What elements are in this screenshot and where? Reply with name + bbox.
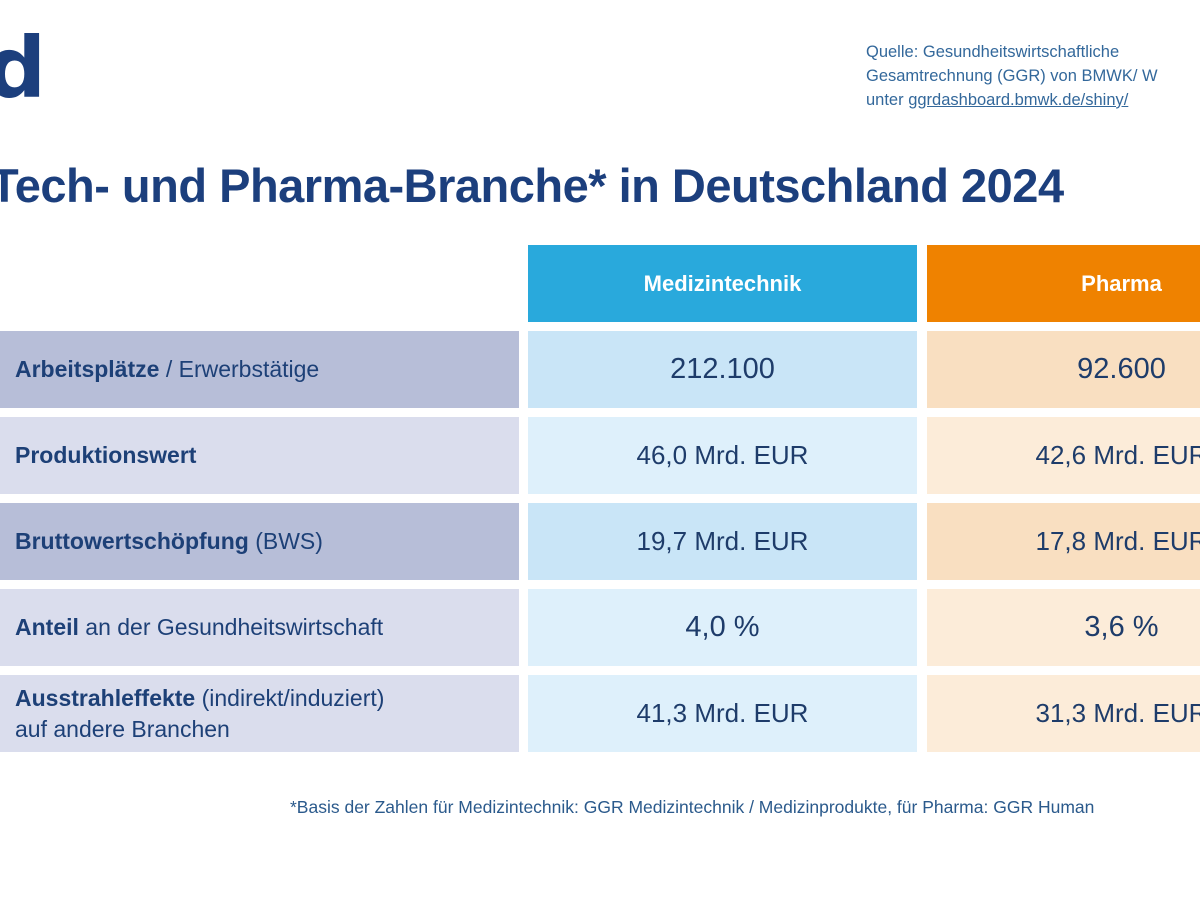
row-label-text-line2: auf andere Branchen xyxy=(15,715,230,742)
source-line-3: unter ggrdashboard.bmwk.de/shiny/ xyxy=(866,88,1200,112)
value-produktionswert-pharma: 42,6 Mrd. EUR xyxy=(927,417,1200,494)
row-label-text: Produktionswert xyxy=(15,442,197,468)
row-label-ausstrahleffekte: Ausstrahleffekte (indirekt/induziert) au… xyxy=(0,675,519,752)
column-header-medizintechnik-label: Medizintechnik xyxy=(643,270,802,296)
value-anteil-pharma: 3,6 % xyxy=(927,589,1200,666)
value-arbeitsplaetze-medizintechnik: 212.100 xyxy=(528,331,917,408)
row-label-text: Bruttowertschöpfung (BWS) xyxy=(15,528,323,554)
value-ausstrahleffekte-medizintechnik: 41,3 Mrd. EUR xyxy=(528,675,917,752)
row-label-bruttowertschoepfung: Bruttowertschöpfung (BWS) xyxy=(0,503,519,580)
source-dashboard-link[interactable]: ggrdashboard.bmwk.de/shiny/ xyxy=(908,91,1129,109)
value-produktionswert-medizintechnik: 46,0 Mrd. EUR xyxy=(528,417,917,494)
column-header-pharma-label: Pharma xyxy=(1081,270,1162,296)
row-label-text: Anteil an der Gesundheitswirtschaft xyxy=(15,614,384,640)
source-attribution: Quelle: Gesundheitswirtschaftliche Gesam… xyxy=(866,40,1200,112)
row-label-arbeitsplaetze: Arbeitsplätze / Erwerbstätige xyxy=(0,331,519,408)
column-header-medizintechnik: Medizintechnik xyxy=(528,245,917,322)
brand-logo-partial: d xyxy=(0,19,47,117)
source-line-1: Quelle: Gesundheitswirtschaftliche xyxy=(866,43,1120,61)
page-title: Tech- und Pharma-Branche* in Deutschland… xyxy=(0,159,1064,212)
source-link-prefix: unter xyxy=(866,91,909,109)
value-arbeitsplaetze-pharma: 92.600 xyxy=(927,331,1200,408)
value-anteil-medizintechnik: 4,0 % xyxy=(528,589,917,666)
value-bruttowertschoepfung-medizintechnik: 19,7 Mrd. EUR xyxy=(528,503,917,580)
value-bruttowertschoepfung-pharma: 17,8 Mrd. EUR xyxy=(927,503,1200,580)
row-label-text: Arbeitsplätze / Erwerbstätige xyxy=(15,356,320,382)
row-label-text: Ausstrahleffekte (indirekt/induziert) xyxy=(15,684,385,711)
column-header-pharma: Pharma xyxy=(927,245,1200,322)
footnote: *Basis der Zahlen für Medizintechnik: GG… xyxy=(290,797,1095,817)
source-line-2: Gesamtrechnung (GGR) von BMWK/ W xyxy=(866,67,1158,85)
row-label-produktionswert: Produktionswert xyxy=(0,417,519,494)
value-ausstrahleffekte-pharma: 31,3 Mrd. EUR xyxy=(927,675,1200,752)
row-label-anteil: Anteil an der Gesundheitswirtschaft xyxy=(0,589,519,666)
